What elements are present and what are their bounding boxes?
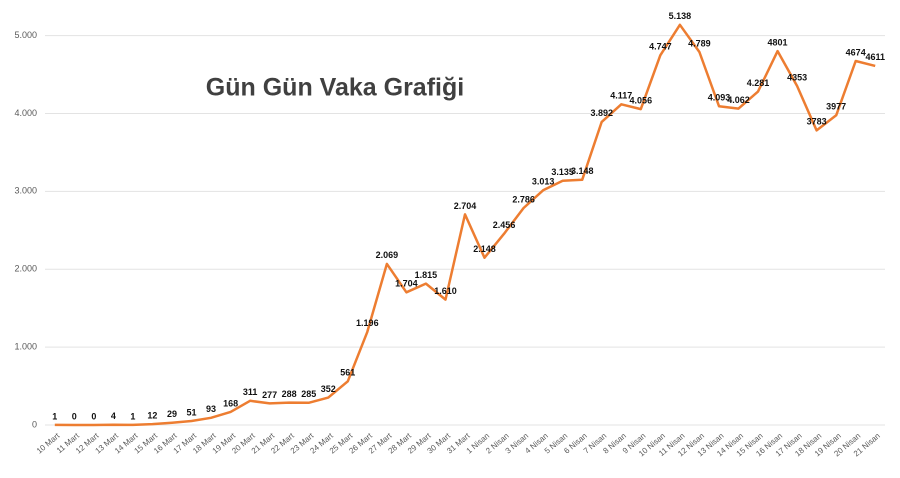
value-label: 168: [223, 398, 238, 408]
value-label: 3.013: [532, 177, 555, 187]
value-label: 0: [91, 411, 96, 421]
value-label: 1.196: [356, 318, 379, 328]
value-label: 4.789: [688, 38, 711, 48]
value-label: 1: [52, 411, 57, 421]
chart-title: Gün Gün Vaka Grafiği: [206, 74, 464, 102]
value-label: 311: [243, 387, 258, 397]
y-tick-label: 3.000: [14, 186, 37, 196]
value-label: 3.148: [571, 166, 594, 176]
y-tick-label: 4.000: [14, 108, 37, 118]
value-label: 4: [111, 411, 116, 421]
value-label: 12: [147, 410, 157, 420]
value-label: 4801: [768, 37, 788, 47]
value-label: 51: [187, 407, 197, 417]
value-label: 5.138: [669, 11, 692, 21]
value-label: 561: [340, 368, 355, 378]
value-label: 4353: [787, 72, 807, 82]
value-label: 29: [167, 409, 177, 419]
y-tick-label: 5.000: [14, 30, 37, 40]
y-tick-label: 1.000: [14, 341, 37, 351]
value-label: 277: [262, 390, 277, 400]
value-label: 2.069: [376, 250, 399, 260]
value-label: 1.815: [415, 270, 438, 280]
value-label: 0: [72, 411, 77, 421]
value-label: 3.892: [590, 108, 613, 118]
y-tick-label: 2.000: [14, 264, 37, 274]
value-label: 93: [206, 404, 216, 414]
value-label: 2.704: [454, 201, 477, 211]
value-label: 3.135: [551, 167, 574, 177]
value-label: 4611: [865, 52, 885, 62]
line: [54, 23, 876, 427]
value-label: 4.056: [630, 95, 653, 105]
y-tick-label: 0: [32, 419, 37, 429]
value-label: 288: [282, 389, 297, 399]
value-label: 352: [321, 384, 336, 394]
value-label: 2.148: [473, 244, 496, 254]
value-label: 285: [301, 389, 316, 399]
value-label: 4.093: [708, 93, 731, 103]
value-label: 2.786: [512, 194, 535, 204]
value-label: 4.062: [727, 95, 750, 105]
value-label: 2.456: [493, 220, 516, 230]
value-label: 1.704: [395, 279, 418, 289]
value-label: 1.610: [434, 286, 457, 296]
value-label: 4.747: [649, 42, 672, 52]
value-label: 4.117: [610, 91, 632, 101]
value-label: 4674: [846, 47, 866, 57]
value-label: 3977: [826, 102, 846, 112]
value-label: 4.281: [747, 78, 770, 88]
value-label: 3783: [807, 117, 827, 127]
value-label: 1: [130, 411, 135, 421]
